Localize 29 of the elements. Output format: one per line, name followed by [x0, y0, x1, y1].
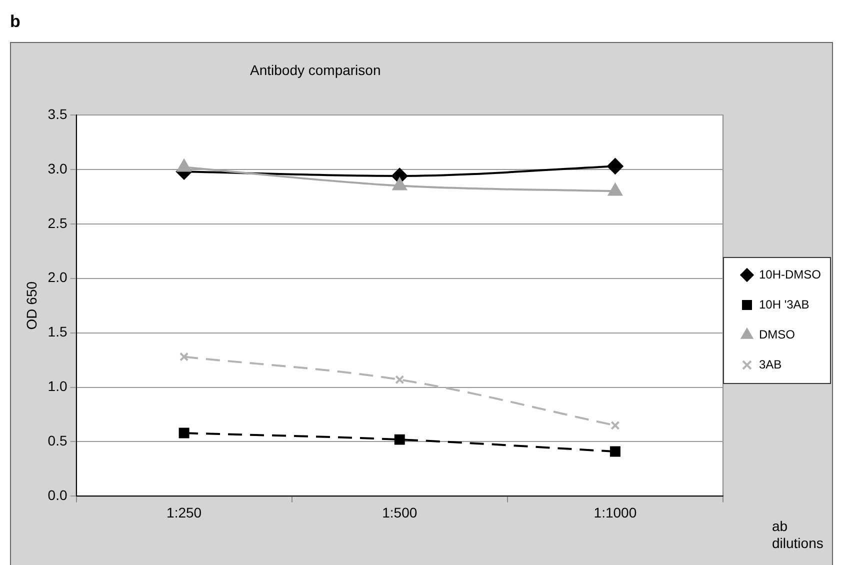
- y-tick-label: 3.5: [48, 106, 68, 122]
- point: [394, 434, 405, 445]
- text: b: [10, 12, 20, 32]
- point: [610, 420, 620, 430]
- point: [607, 158, 624, 174]
- y-tick-label: 0.5: [48, 432, 68, 449]
- y-axis-title: OD 650: [23, 281, 40, 330]
- chart-title: Antibody comparison: [250, 62, 381, 78]
- y-tick-label: 1.5: [48, 324, 68, 340]
- y-tick-label: 3.0: [48, 160, 68, 176]
- y-tick-label: 0.0: [48, 487, 68, 504]
- point: [392, 178, 407, 190]
- legend-label: 10H '3AB: [758, 297, 810, 312]
- x-tick-label: 1:500: [382, 504, 418, 520]
- point: [608, 183, 622, 196]
- legend-label: 10H-DMSO: [758, 267, 822, 282]
- point: [180, 352, 189, 362]
- x-axis-title: ab dilutions: [772, 518, 824, 552]
- point: [178, 428, 190, 438]
- x-tick-label: 1:250: [166, 504, 202, 520]
- point: [395, 375, 404, 384]
- y-tick-label: 1.0: [48, 378, 68, 394]
- point: [610, 446, 620, 457]
- y-tick-label: 2.0: [48, 269, 68, 286]
- point: [176, 159, 192, 172]
- y-tick-label: 2.5: [48, 214, 68, 231]
- x-tick-label: 1:1000: [594, 504, 637, 520]
- legend-label: 3AB: [758, 357, 782, 372]
- legend-label: DMSO: [758, 327, 795, 342]
